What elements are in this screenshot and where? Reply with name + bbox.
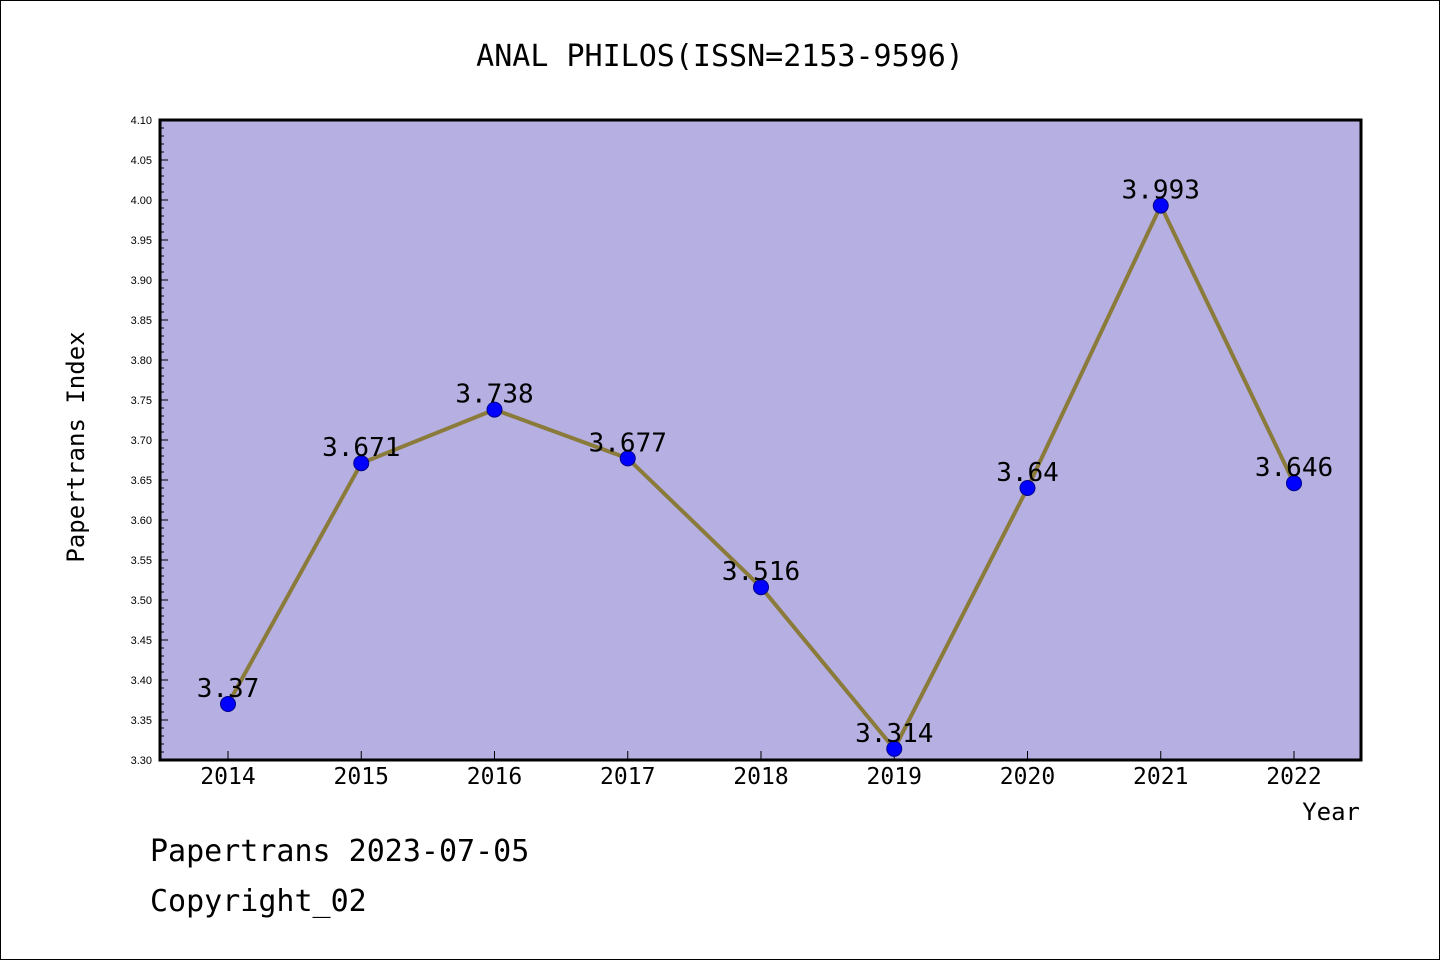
data-label-2019: 3.314 <box>855 719 933 749</box>
footer-copyright: Copyright_02 <box>150 884 367 919</box>
y-tick-label: 3.85 <box>131 315 152 327</box>
y-tick-label: 3.30 <box>131 755 152 767</box>
data-label-2014: 3.37 <box>197 674 260 704</box>
data-point-2014 <box>220 696 236 712</box>
y-tick-label: 3.60 <box>131 515 152 527</box>
y-tick-label: 3.35 <box>131 715 152 727</box>
x-axis-label: Year <box>1302 798 1360 826</box>
data-label-2016: 3.738 <box>455 380 533 410</box>
footer-date: Papertrans 2023-07-05 <box>150 834 530 869</box>
data-labels: 3.37 3.671 3.738 3.677 3.516 3.314 3.64 3.993 3.… <box>197 176 1333 749</box>
data-label-2020: 3.64 <box>996 458 1059 488</box>
chart-title: ANAL PHILOS(ISSN=2153-9596) <box>476 39 964 74</box>
y-tick-label: 3.40 <box>131 675 152 687</box>
series-markers <box>220 197 1302 757</box>
y-tick-label: 4.05 <box>131 155 152 167</box>
data-label-2018: 3.516 <box>722 557 800 587</box>
data-label-2017: 3.677 <box>589 428 667 458</box>
x-tick-label: 2019 <box>867 764 922 790</box>
data-point-2022 <box>1286 475 1302 492</box>
data-point-2018 <box>753 579 769 596</box>
y-tick-label: 3.70 <box>131 435 152 447</box>
data-label-2015: 3.671 <box>322 433 400 463</box>
y-tick-label: 3.95 <box>131 235 152 247</box>
y-tick-label: 3.80 <box>131 355 152 367</box>
y-tick-label: 4.00 <box>131 195 152 207</box>
x-tick-label: 2016 <box>467 764 522 790</box>
data-label-2022: 3.646 <box>1255 453 1333 483</box>
x-tick-label: 2018 <box>733 764 788 790</box>
x-tick-label: 2021 <box>1133 764 1188 790</box>
data-point-2017 <box>619 450 636 467</box>
x-tick-label: 2014 <box>200 764 255 790</box>
y-axis-label: Papertrans Index <box>62 331 90 562</box>
y-tick-label: 3.55 <box>131 555 152 567</box>
data-label-2021: 3.993 <box>1122 176 1200 206</box>
y-tick-label: 3.65 <box>131 475 152 487</box>
y-tick-label: 3.45 <box>131 635 152 647</box>
data-point-2019 <box>886 740 903 757</box>
x-tick-label: 2015 <box>334 764 389 790</box>
data-point-2020 <box>1019 480 1036 496</box>
plot-area <box>158 118 1363 762</box>
data-point-2016 <box>486 401 503 418</box>
y-tick-label: 3.90 <box>131 275 152 287</box>
y-axis-ticks: 3.30 3.35 3.40 3.45 3.50 3.55 3.60 3.65 3.70 3.75… <box>131 115 168 767</box>
y-tick-label: 4.10 <box>131 115 152 127</box>
x-tick-label: 2022 <box>1266 764 1321 790</box>
data-point-2021 <box>1152 197 1169 214</box>
y-tick-label: 3.75 <box>131 395 152 407</box>
x-tick-label: 2017 <box>600 764 655 790</box>
x-tick-label: 2020 <box>1000 764 1055 790</box>
x-axis-ticks: 2014 2015 2016 2017 2018 2019 2020 2021 2022 <box>200 751 1322 790</box>
data-point-2015 <box>353 455 370 472</box>
y-tick-label: 3.50 <box>131 595 152 607</box>
